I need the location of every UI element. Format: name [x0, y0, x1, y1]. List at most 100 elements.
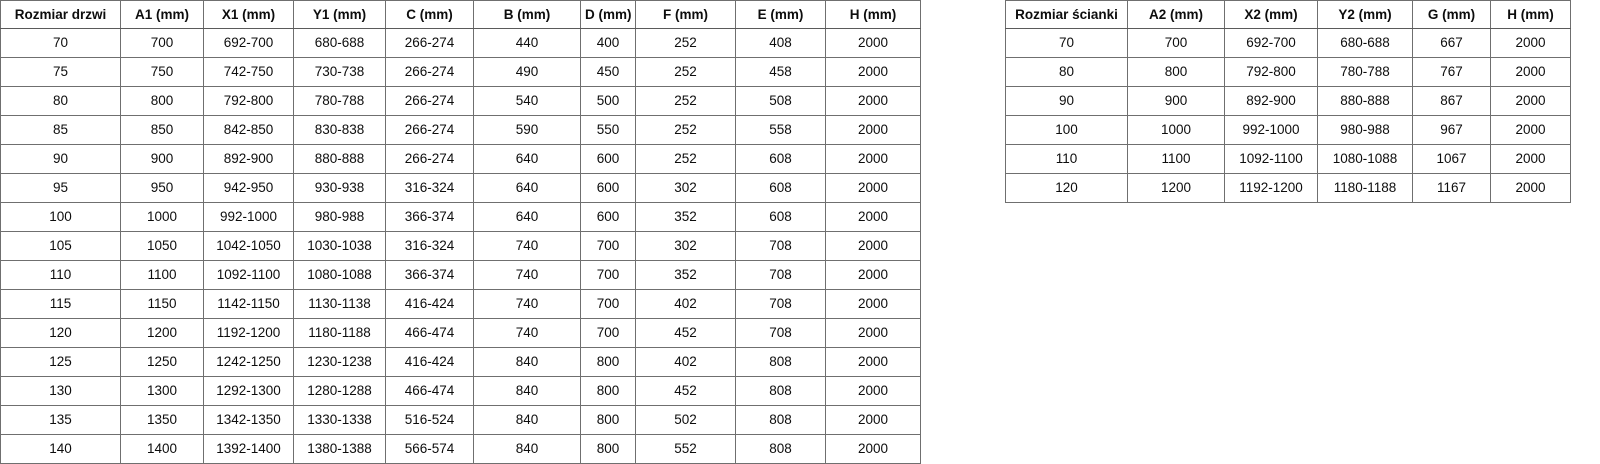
table-cell: 252 — [635, 144, 736, 174]
table-cell: 742-750 — [203, 57, 294, 87]
table-cell: 1250 — [120, 347, 204, 377]
table-cell: 800 — [580, 434, 636, 464]
table-cell: 1200 — [1127, 173, 1225, 203]
table-cell: 808 — [735, 405, 826, 435]
table-cell: 502 — [635, 405, 736, 435]
table-cell: 2000 — [1490, 144, 1571, 174]
table-cell: 867 — [1412, 86, 1491, 116]
table-cell: 266-274 — [385, 57, 474, 87]
walls-column-header: X2 (mm) — [1224, 0, 1318, 29]
table-cell: 1400 — [120, 434, 204, 464]
table-row: 120 1200 1192-1200 1180-1188 1167 2000 — [1005, 173, 1571, 203]
table-cell: 2000 — [825, 115, 921, 145]
table-cell: 1292-1300 — [203, 376, 294, 406]
table-cell: 508 — [735, 86, 826, 116]
table-cell: 608 — [735, 173, 826, 203]
table-cell: 115 — [0, 289, 121, 319]
table-cell: 892-900 — [203, 144, 294, 174]
table-cell: 2000 — [825, 173, 921, 203]
table-cell: 700 — [580, 289, 636, 319]
table-row: 90 900 892-900 880-888 266-274 640 600 252 608 20… — [0, 144, 921, 174]
table-header-row: Rozmiar ścianki A2 (mm) X2 (mm) Y2 (mm) G (m… — [1005, 0, 1571, 29]
table-cell: 120 — [1005, 173, 1128, 203]
table-cell: 120 — [0, 318, 121, 348]
table-cell: 135 — [0, 405, 121, 435]
table-cell: 1192-1200 — [1224, 173, 1318, 203]
table-cell: 640 — [473, 144, 581, 174]
table-cell: 1030-1038 — [293, 231, 386, 261]
table-cell: 767 — [1412, 57, 1491, 87]
table-cell: 1067 — [1412, 144, 1491, 174]
table-cell: 840 — [473, 347, 581, 377]
table-cell: 700 — [580, 260, 636, 290]
table-cell: 680-688 — [1317, 28, 1413, 58]
table-cell: 2000 — [825, 144, 921, 174]
doors-column-header: H (mm) — [825, 0, 921, 29]
table-cell: 100 — [1005, 115, 1128, 145]
doors-table-header: Rozmiar drzwi A1 (mm) X1 (mm) Y1 (mm) C (mm)… — [0, 0, 921, 29]
table-cell: 2000 — [1490, 173, 1571, 203]
table-cell: 1242-1250 — [203, 347, 294, 377]
table-cell: 1330-1338 — [293, 405, 386, 435]
table-cell: 800 — [580, 405, 636, 435]
table-cell: 252 — [635, 86, 736, 116]
table-cell: 700 — [580, 318, 636, 348]
table-cell: 100 — [0, 202, 121, 232]
walls-column-header: H (mm) — [1490, 0, 1571, 29]
table-cell: 2000 — [825, 28, 921, 58]
table-cell: 2000 — [1490, 115, 1571, 145]
table-cell: 2000 — [1490, 57, 1571, 87]
doors-column-header: F (mm) — [635, 0, 736, 29]
table-cell: 800 — [120, 86, 204, 116]
table-cell: 708 — [735, 289, 826, 319]
table-cell: 708 — [735, 260, 826, 290]
table-row: 110 1100 1092-1100 1080-1088 366-374 740 700 35… — [0, 260, 921, 290]
table-cell: 880-888 — [293, 144, 386, 174]
table-cell: 800 — [580, 347, 636, 377]
doors-column-header: C (mm) — [385, 0, 474, 29]
table-cell: 2000 — [825, 86, 921, 116]
table-cell: 730-738 — [293, 57, 386, 87]
table-cell: 302 — [635, 231, 736, 261]
table-cell: 608 — [735, 144, 826, 174]
table-cell: 516-524 — [385, 405, 474, 435]
table-row: 135 1350 1342-1350 1330-1338 516-524 840 800 50… — [0, 405, 921, 435]
table-cell: 416-424 — [385, 289, 474, 319]
table-cell: 992-1000 — [203, 202, 294, 232]
table-cell: 452 — [635, 376, 736, 406]
table-cell: 366-374 — [385, 202, 474, 232]
table-cell: 950 — [120, 173, 204, 203]
doors-column-header: B (mm) — [473, 0, 581, 29]
table-cell: 1300 — [120, 376, 204, 406]
table-cell: 450 — [580, 57, 636, 87]
table-row: 140 1400 1392-1400 1380-1388 566-574 840 800 55… — [0, 434, 921, 464]
table-cell: 1230-1238 — [293, 347, 386, 377]
table-cell: 466-474 — [385, 318, 474, 348]
table-cell: 840 — [473, 405, 581, 435]
table-cell: 792-800 — [1224, 57, 1318, 87]
table-cell: 2000 — [825, 376, 921, 406]
doors-column-header: X1 (mm) — [203, 0, 294, 29]
table-cell: 680-688 — [293, 28, 386, 58]
walls-size-table: Rozmiar ścianki A2 (mm) X2 (mm) Y2 (mm) G (m… — [1005, 0, 1571, 203]
table-cell: 780-788 — [1317, 57, 1413, 87]
table-row: 105 1050 1042-1050 1030-1038 316-324 740 700 30… — [0, 231, 921, 261]
table-cell: 740 — [473, 260, 581, 290]
table-cell: 105 — [0, 231, 121, 261]
table-cell: 842-850 — [203, 115, 294, 145]
table-cell: 2000 — [825, 405, 921, 435]
table-row: 100 1000 992-1000 980-988 967 2000 — [1005, 115, 1571, 145]
table-cell: 566-574 — [385, 434, 474, 464]
table-cell: 667 — [1412, 28, 1491, 58]
table-cell: 402 — [635, 347, 736, 377]
table-cell: 1150 — [120, 289, 204, 319]
table-cell: 316-324 — [385, 173, 474, 203]
doors-column-header: E (mm) — [735, 0, 826, 29]
table-cell: 2000 — [825, 347, 921, 377]
table-cell: 740 — [473, 231, 581, 261]
table-cell: 740 — [473, 289, 581, 319]
doors-table-container: Rozmiar drzwi A1 (mm) X1 (mm) Y1 (mm) C (mm)… — [0, 0, 921, 464]
table-cell: 266-274 — [385, 115, 474, 145]
table-cell: 540 — [473, 86, 581, 116]
